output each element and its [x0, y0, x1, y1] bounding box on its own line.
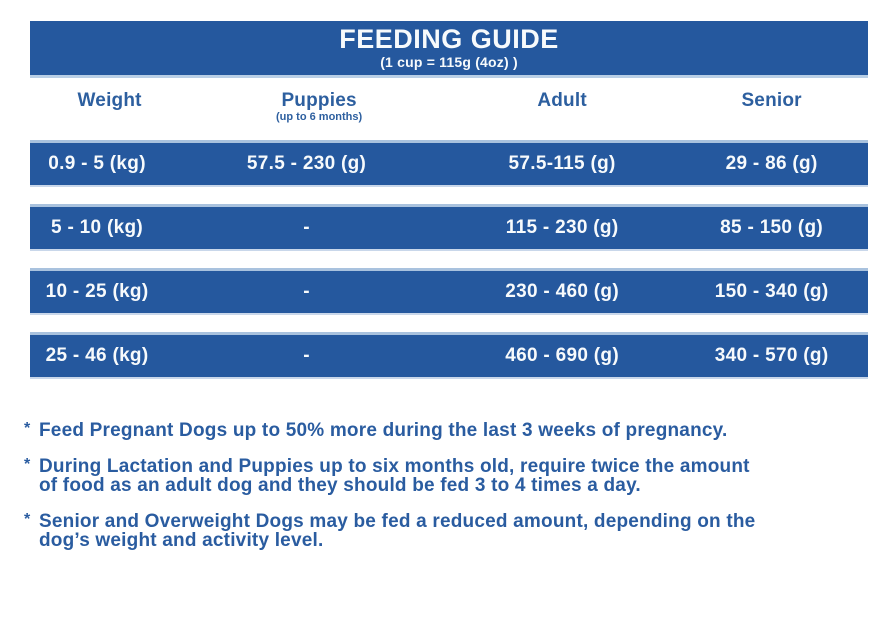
column-sublabel: (up to 6 months): [276, 111, 363, 123]
asterisk-marker: *: [24, 511, 31, 528]
cell-adult: 230 - 460 (g): [505, 281, 619, 302]
cell-senior: 150 - 340 (g): [714, 281, 829, 302]
column-label: Adult: [537, 90, 587, 111]
feeding-guide: FEEDING GUIDE (1 cup = 115g (4oz) ) Weig…: [30, 21, 868, 379]
column-header-adult: Adult: [449, 90, 675, 140]
column-label: Puppies: [281, 90, 357, 111]
cell-weight: 5 - 10 (kg): [51, 217, 144, 238]
table-row: 10 - 25 (kg) - 230 - 460 (g) 150 - 340 (…: [30, 268, 868, 315]
footnote-senior-overweight: * Senior and Overweight Dogs may be fed …: [24, 511, 884, 551]
table-row: 25 - 46 (kg) - 460 - 690 (g) 340 - 570 (…: [30, 332, 868, 379]
cell-puppies: -: [303, 345, 310, 366]
cell-weight: 0.9 - 5 (kg): [48, 153, 146, 174]
table-row: 5 - 10 (kg) - 115 - 230 (g) 85 - 150 (g): [30, 204, 868, 251]
footnote-line: dog’s weight and activity level.: [39, 530, 324, 551]
cell-senior: 85 - 150 (g): [720, 217, 824, 238]
asterisk-marker: *: [24, 420, 31, 437]
cell-adult: 460 - 690 (g): [505, 345, 619, 366]
cup-conversion-note: (1 cup = 115g (4oz) ): [380, 54, 518, 70]
column-header-senior: Senior: [675, 90, 868, 140]
cell-weight: 10 - 25 (kg): [45, 281, 149, 302]
cell-adult: 115 - 230 (g): [505, 217, 619, 238]
cell-senior: 29 - 86 (g): [725, 153, 818, 174]
column-label: Weight: [77, 90, 142, 111]
footnote-line: During Lactation and Puppies up to six m…: [39, 456, 750, 477]
feeding-guide-header: FEEDING GUIDE (1 cup = 115g (4oz) ): [30, 21, 868, 78]
asterisk-marker: *: [24, 456, 31, 473]
column-label: Senior: [741, 90, 802, 111]
footnote-line: Senior and Overweight Dogs may be fed a …: [39, 511, 756, 532]
footnote-lactation-puppies: * During Lactation and Puppies up to six…: [24, 456, 884, 496]
footnote-pregnant-dogs: * Feed Pregnant Dogs up to 50% more duri…: [24, 420, 884, 441]
cell-senior: 340 - 570 (g): [714, 345, 829, 366]
cell-adult: 57.5-115 (g): [508, 153, 616, 174]
footnote-line: Feed Pregnant Dogs up to 50% more during…: [39, 420, 728, 441]
table-row: 0.9 - 5 (kg) 57.5 - 230 (g) 57.5-115 (g)…: [30, 140, 868, 187]
cell-puppies: -: [303, 217, 310, 238]
column-header-row: Weight Puppies (up to 6 months) Adult Se…: [30, 78, 868, 140]
footnote-line: of food as an adult dog and they should …: [39, 475, 641, 496]
column-header-puppies: Puppies (up to 6 months): [189, 90, 449, 140]
page-title: FEEDING GUIDE: [339, 24, 559, 54]
cell-weight: 25 - 46 (kg): [45, 345, 149, 366]
cell-puppies: -: [303, 281, 310, 302]
footnotes-section: * Feed Pregnant Dogs up to 50% more duri…: [24, 420, 884, 551]
column-header-weight: Weight: [30, 90, 189, 140]
cell-puppies: 57.5 - 230 (g): [246, 153, 367, 174]
